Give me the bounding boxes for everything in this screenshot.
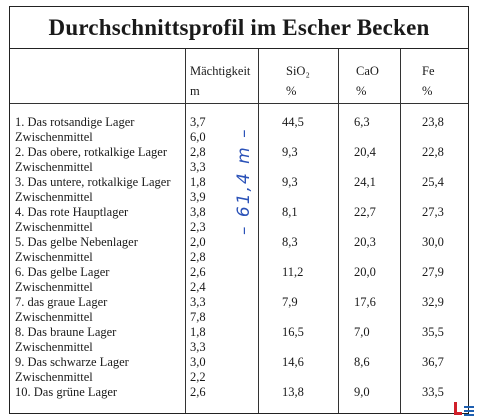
- fe-value: 30,0: [422, 235, 444, 249]
- fe-value: 27,3: [422, 205, 444, 219]
- thickness-value: 1,8: [190, 325, 206, 339]
- thickness-value: 2,6: [190, 265, 206, 279]
- cao-value: 24,1: [354, 175, 376, 189]
- header-divider: [10, 103, 468, 104]
- layer-name: 5. Das gelbe Nebenlager: [15, 235, 138, 249]
- thickness-value: 3,9: [190, 190, 206, 204]
- header-sio2: SiO₂: [286, 64, 310, 78]
- layer-name: Zwischenmittel: [15, 220, 93, 234]
- column-divider: [400, 49, 401, 413]
- cao-value: 9,0: [354, 385, 370, 399]
- fe-value: 23,8: [422, 115, 444, 129]
- layer-name: Zwischenmittel: [15, 370, 93, 384]
- layer-name: 10. Das grüne Lager: [15, 385, 118, 399]
- cao-value: 17,6: [354, 295, 376, 309]
- thickness-value: 2,8: [190, 145, 206, 159]
- header-sio2-unit: %: [286, 84, 297, 98]
- layer-name: 2. Das obere, rotkalkige Lager: [15, 145, 168, 159]
- publisher-logo-icon: [454, 402, 474, 416]
- thickness-value: 2,0: [190, 235, 206, 249]
- thickness-value: 3,3: [190, 295, 206, 309]
- sio2-value: 8,3: [282, 235, 298, 249]
- fe-value: 32,9: [422, 295, 444, 309]
- cao-value: 20,3: [354, 235, 376, 249]
- thickness-value: 3,8: [190, 205, 206, 219]
- cao-value: 22,7: [354, 205, 376, 219]
- sio2-value: 14,6: [282, 355, 304, 369]
- thickness-value: 3,3: [190, 340, 206, 354]
- thickness-value: 2,6: [190, 385, 206, 399]
- layer-name: 9. Das schwarze Lager: [15, 355, 129, 369]
- layer-name: 1. Das rotsandige Lager: [15, 115, 135, 129]
- thickness-value: 7,8: [190, 310, 206, 324]
- cao-value: 7,0: [354, 325, 370, 339]
- fe-value: 33,5: [422, 385, 444, 399]
- thickness-value: 3,3: [190, 160, 206, 174]
- column-divider: [185, 49, 186, 413]
- layer-name: Zwischenmittel: [15, 340, 93, 354]
- fe-value: 27,9: [422, 265, 444, 279]
- header-thickness: Mächtigkeit: [190, 64, 251, 78]
- thickness-value: 2,4: [190, 280, 206, 294]
- sio2-value: 9,3: [282, 145, 298, 159]
- thickness-value: 3,0: [190, 355, 206, 369]
- layer-name: Zwischenmittel: [15, 250, 93, 264]
- thickness-value: 6,0: [190, 130, 206, 144]
- fe-value: 22,8: [422, 145, 444, 159]
- layer-name: 3. Das untere, rotkalkige Lager: [15, 175, 171, 189]
- sio2-value: 16,5: [282, 325, 304, 339]
- sio2-value: 9,3: [282, 175, 298, 189]
- header-thickness-unit: m: [190, 84, 200, 98]
- sio2-value: 8,1: [282, 205, 298, 219]
- layer-name: 8. Das braune Lager: [15, 325, 117, 339]
- layer-name: Zwischenmittel: [15, 280, 93, 294]
- layer-name: 6. Das gelbe Lager: [15, 265, 110, 279]
- layer-name: Zwischenmittel: [15, 130, 93, 144]
- thickness-value: 2,2: [190, 370, 206, 384]
- layer-name: Zwischenmittel: [15, 310, 93, 324]
- thickness-value: 2,3: [190, 220, 206, 234]
- header-cao-unit: %: [356, 84, 367, 98]
- thickness-value: 3,7: [190, 115, 206, 129]
- sio2-value: 7,9: [282, 295, 298, 309]
- sio2-value: 44,5: [282, 115, 304, 129]
- cao-value: 20,4: [354, 145, 376, 159]
- layer-name: Zwischenmittel: [15, 190, 93, 204]
- thickness-value: 2,8: [190, 250, 206, 264]
- layer-name: Zwischenmittel: [15, 160, 93, 174]
- layer-name: 7. das graue Lager: [15, 295, 108, 309]
- cao-value: 8,6: [354, 355, 370, 369]
- page-title: Durchschnittsprofil im Escher Becken: [10, 7, 468, 49]
- sio2-value: 11,2: [282, 265, 304, 279]
- layer-name: 4. Das rote Hauptlager: [15, 205, 129, 219]
- fe-value: 35,5: [422, 325, 444, 339]
- fe-value: 36,7: [422, 355, 444, 369]
- fe-value: 25,4: [422, 175, 444, 189]
- thickness-value: 1,8: [190, 175, 206, 189]
- table-frame: Durchschnittsprofil im Escher Becken Mäc…: [9, 6, 469, 414]
- column-divider: [258, 49, 259, 413]
- sio2-value: 13,8: [282, 385, 304, 399]
- handwritten-note: – 61,4 m –: [234, 127, 254, 235]
- header-fe: Fe: [422, 64, 435, 78]
- cao-value: 20,0: [354, 265, 376, 279]
- cao-value: 6,3: [354, 115, 370, 129]
- header-fe-unit: %: [422, 84, 433, 98]
- header-cao: CaO: [356, 64, 379, 78]
- column-divider: [338, 49, 339, 413]
